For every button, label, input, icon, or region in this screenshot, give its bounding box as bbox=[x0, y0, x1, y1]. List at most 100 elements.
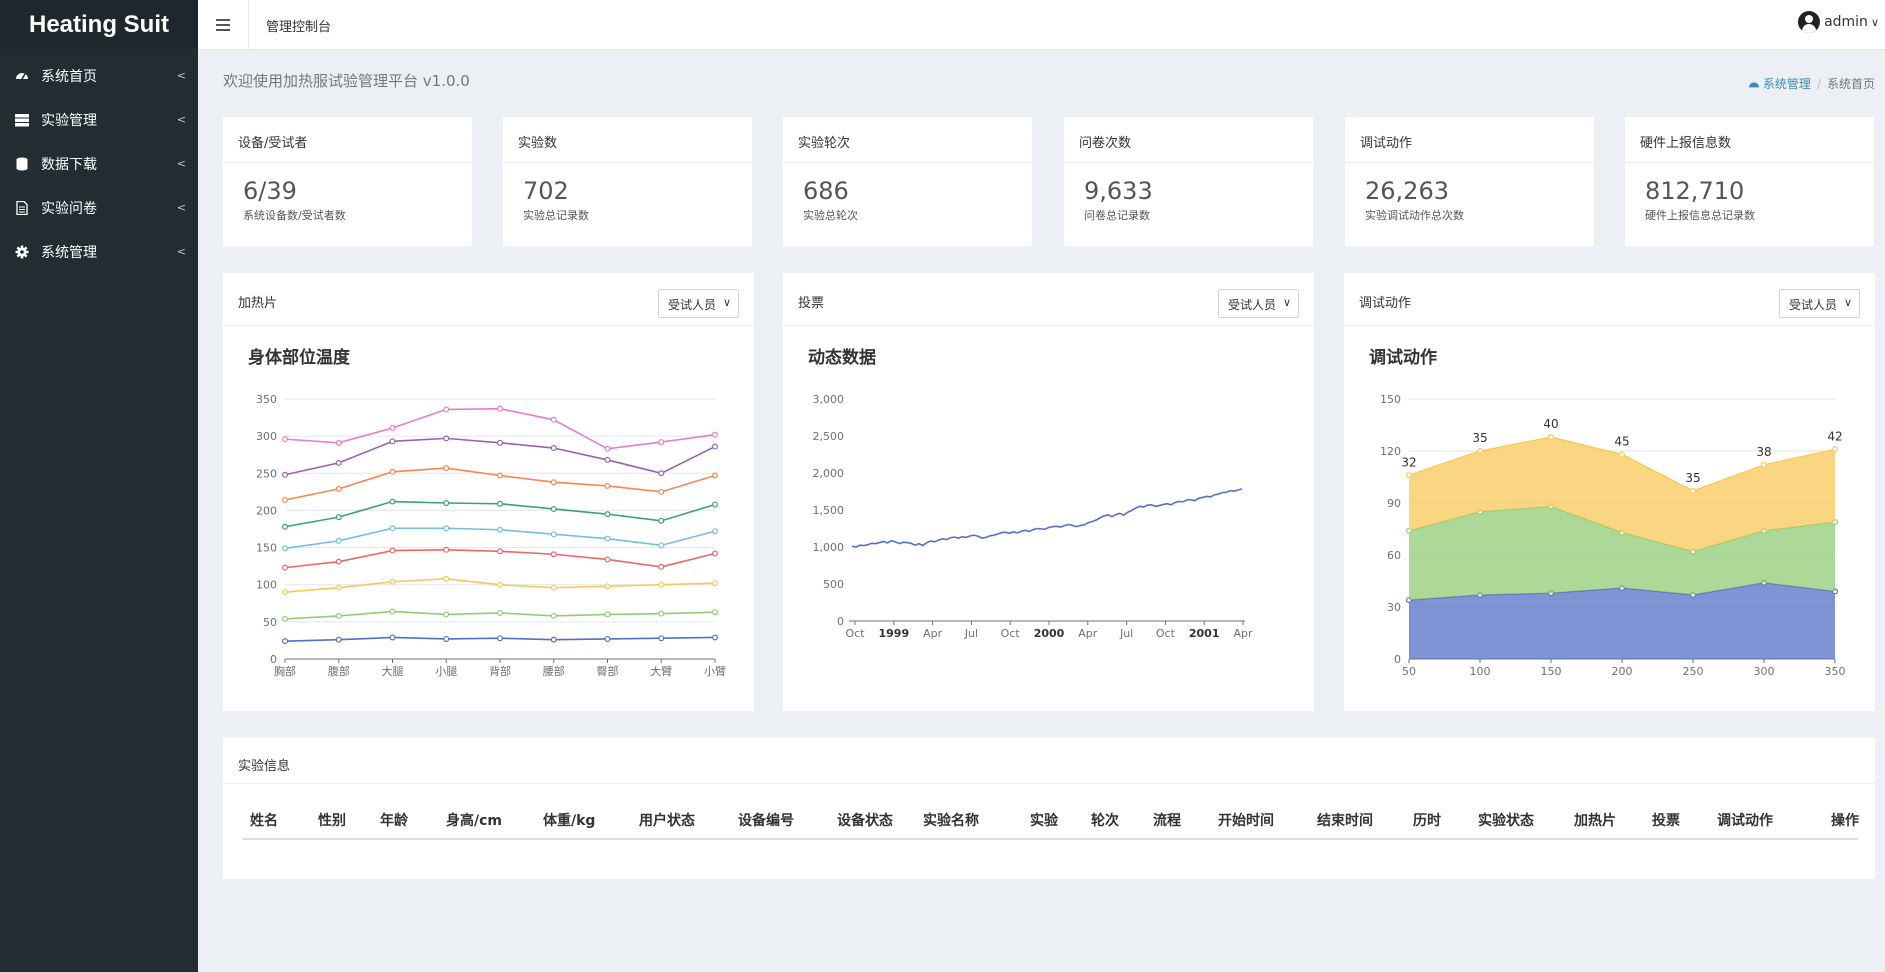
subject-select[interactable]: 受试人员 ∨ bbox=[1779, 289, 1860, 318]
y-tick-label: 350 bbox=[256, 393, 277, 406]
breadcrumb-current: 系统首页 bbox=[1826, 77, 1875, 91]
stat-value: 26,263 bbox=[1365, 177, 1449, 205]
data-point bbox=[443, 546, 450, 553]
x-tick-label: 200 bbox=[1612, 665, 1633, 678]
column-header[interactable]: 设备状态 bbox=[837, 813, 893, 829]
sidebar-item-download[interactable]: 数据下载 < bbox=[0, 142, 198, 186]
series-area bbox=[1409, 506, 1835, 601]
panel-heating: 加热片 受试人员 ∨ 身体部位温度 0 50 100 150 200 250 300 350 胸部… bbox=[223, 273, 754, 711]
stat-subtitle: 实验总记录数 bbox=[523, 209, 589, 222]
y-tick-label: 30 bbox=[1387, 601, 1401, 614]
data-point bbox=[658, 563, 665, 570]
x-tick-label: 250 bbox=[1683, 665, 1704, 678]
column-header[interactable]: 调试动作 bbox=[1717, 813, 1773, 829]
data-point bbox=[497, 526, 504, 533]
data-point bbox=[712, 528, 719, 535]
breadcrumb-parent-label: 系统管理 bbox=[1762, 77, 1811, 91]
sidebar-item-system[interactable]: 系统管理 < bbox=[0, 230, 198, 274]
gear-icon bbox=[15, 245, 29, 259]
data-point bbox=[550, 531, 557, 538]
data-point bbox=[335, 439, 342, 446]
data-point bbox=[389, 498, 396, 505]
username: admin bbox=[1824, 14, 1868, 30]
sidebar-item-experiment[interactable]: 实验管理 < bbox=[0, 98, 198, 142]
user-menu[interactable]: admin ∨ bbox=[1798, 11, 1879, 33]
data-point bbox=[389, 547, 396, 554]
subject-select[interactable]: 受试人员 ∨ bbox=[1218, 289, 1299, 318]
data-label: 40 bbox=[1543, 417, 1558, 431]
data-point bbox=[389, 634, 396, 641]
x-tick-label: 2000 bbox=[1034, 627, 1065, 640]
column-header[interactable]: 设备编号 bbox=[738, 813, 794, 829]
menu-toggle-icon[interactable] bbox=[198, 0, 249, 50]
column-header[interactable]: 流程 bbox=[1153, 813, 1181, 829]
y-tick-label: 2,000 bbox=[813, 467, 845, 480]
column-header[interactable]: 加热片 bbox=[1574, 813, 1616, 829]
column-header[interactable]: 轮次 bbox=[1091, 813, 1119, 829]
data-point bbox=[443, 435, 450, 442]
chevron-left-icon: < bbox=[176, 201, 186, 214]
data-point bbox=[443, 406, 450, 413]
breadcrumb-parent[interactable]: 系统管理 bbox=[1748, 75, 1811, 92]
data-point bbox=[712, 472, 719, 479]
chevron-left-icon: < bbox=[176, 69, 186, 82]
column-header[interactable]: 身高/cm bbox=[446, 813, 502, 829]
sidebar-item-label: 系统首页 bbox=[41, 69, 97, 85]
stat-title: 设备/受试者 bbox=[223, 117, 472, 163]
x-tick-label: 小腿 bbox=[435, 665, 457, 678]
x-tick-label: 2001 bbox=[1189, 627, 1220, 640]
column-header[interactable]: 体重/kg bbox=[543, 813, 596, 829]
breadcrumb: 系统管理 / 系统首页 bbox=[1748, 75, 1875, 92]
y-tick-label: 100 bbox=[256, 579, 277, 592]
data-point bbox=[443, 635, 450, 642]
data-point bbox=[443, 611, 450, 618]
data-point bbox=[712, 443, 719, 450]
column-header[interactable]: 性别 bbox=[318, 813, 346, 829]
debug-area-chart: 0 30 60 90 120 150 50 100 150 200 250 300 350 32 35 40 4… bbox=[1380, 393, 1846, 678]
stat-rounds: 实验轮次 686 实验总轮次 bbox=[783, 117, 1032, 246]
column-header[interactable]: 开始时间 bbox=[1218, 813, 1274, 829]
x-tick-label: 胸部 bbox=[274, 664, 296, 678]
dashboard-icon bbox=[16, 73, 28, 80]
column-header[interactable]: 历时 bbox=[1413, 813, 1441, 829]
column-header[interactable]: 实验状态 bbox=[1478, 813, 1534, 829]
data-point bbox=[281, 564, 288, 571]
x-tick-label: 1999 bbox=[878, 627, 909, 640]
x-tick-label: Apr bbox=[1078, 627, 1098, 640]
data-label: 35 bbox=[1472, 431, 1487, 445]
panel-header: 加热片 受试人员 ∨ bbox=[223, 273, 754, 326]
column-header[interactable]: 姓名 bbox=[250, 813, 278, 829]
x-tick-label: 腹部 bbox=[328, 664, 350, 678]
column-header[interactable]: 实验名称 bbox=[923, 813, 979, 829]
column-header[interactable]: 投票 bbox=[1652, 813, 1680, 829]
data-point bbox=[712, 501, 719, 508]
column-header[interactable]: 用户状态 bbox=[639, 813, 695, 829]
data-point bbox=[604, 482, 611, 489]
sidebar-item-label: 实验问卷 bbox=[41, 201, 97, 217]
sidebar-item-home[interactable]: 系统首页 < bbox=[0, 54, 198, 98]
data-point bbox=[550, 479, 557, 486]
subject-select[interactable]: 受试人员 ∨ bbox=[658, 289, 739, 318]
y-tick-label: 0 bbox=[270, 653, 277, 666]
database-icon bbox=[16, 157, 28, 171]
stat-value: 702 bbox=[523, 177, 569, 205]
column-header[interactable]: 实验 bbox=[1030, 813, 1058, 829]
sidebar-item-survey[interactable]: 实验问卷 < bbox=[0, 186, 198, 230]
data-point bbox=[281, 497, 288, 504]
data-point bbox=[281, 638, 288, 645]
data-point bbox=[550, 612, 557, 619]
data-point bbox=[335, 558, 342, 565]
column-header[interactable]: 年龄 bbox=[380, 813, 408, 829]
y-tick-label: 90 bbox=[1387, 497, 1401, 510]
panel-debug: 调试动作 受试人员 ∨ 调试动作 0 30 60 90 120 150 50 100 150 200… bbox=[1344, 273, 1875, 711]
y-tick-label: 1,500 bbox=[813, 504, 845, 517]
x-tick-label: Apr bbox=[923, 627, 943, 640]
x-tick-label: Jul bbox=[964, 627, 978, 640]
temperature-line-chart: 0 50 100 150 200 250 300 350 胸部 腹部 大腿 小腿 背部 腰部 臀部 大臂 小臂 bbox=[256, 393, 726, 678]
app-logo[interactable]: Heating Suit bbox=[0, 0, 198, 49]
series-line bbox=[851, 488, 1243, 548]
column-header[interactable]: 操作 bbox=[1831, 813, 1859, 829]
column-header[interactable]: 结束时间 bbox=[1317, 813, 1373, 829]
welcome-text: 欢迎使用加热服试验管理平台 v1.0.0 bbox=[223, 72, 470, 90]
y-tick-label: 1,000 bbox=[813, 541, 845, 554]
